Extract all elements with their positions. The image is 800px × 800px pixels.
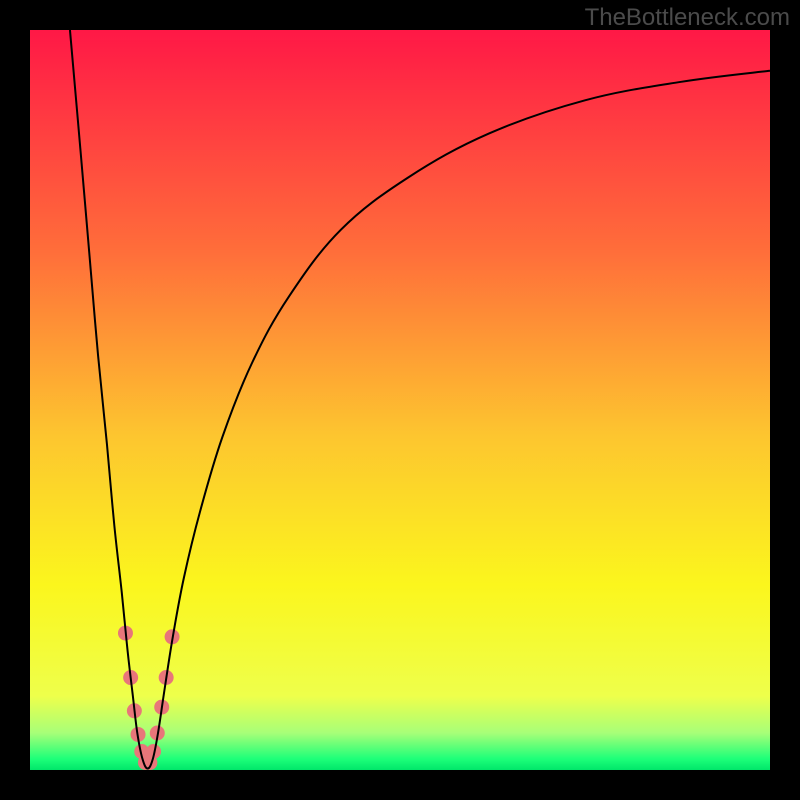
- chart-border: [770, 0, 800, 800]
- gradient-background: [30, 30, 770, 770]
- chart-border: [0, 0, 30, 800]
- chart-frame: TheBottleneck.com: [0, 0, 800, 800]
- watermark-text: TheBottleneck.com: [585, 4, 790, 32]
- bottleneck-chart: [0, 0, 800, 800]
- chart-border: [0, 770, 800, 800]
